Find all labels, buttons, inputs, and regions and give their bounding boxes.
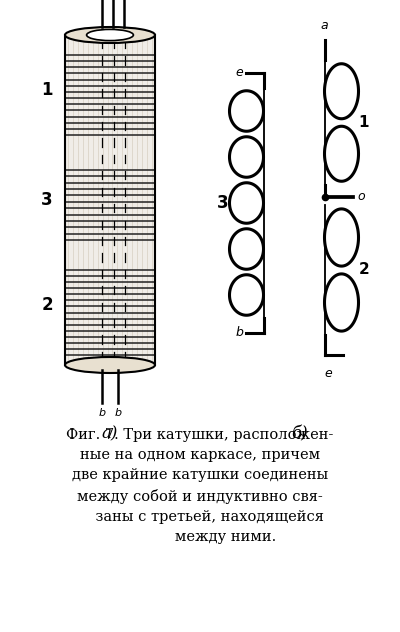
Text: e: e — [325, 367, 332, 380]
Text: 1: 1 — [41, 81, 53, 99]
Text: e: e — [236, 66, 243, 80]
Text: 3: 3 — [217, 194, 229, 212]
Text: 2: 2 — [359, 262, 369, 277]
Ellipse shape — [65, 357, 155, 373]
Text: b: b — [236, 327, 244, 339]
Text: б): б) — [292, 425, 308, 442]
Text: 1: 1 — [359, 115, 369, 130]
Bar — [65, 35, 155, 365]
Text: 2: 2 — [41, 296, 53, 314]
Ellipse shape — [86, 30, 134, 40]
Text: Фиг. 7. Три катушки, расположен-
ные на одном каркасе, причем
две крайние катушк: Фиг. 7. Три катушки, расположен- ные на … — [66, 428, 334, 544]
Text: 3: 3 — [41, 191, 53, 209]
Text: а): а) — [102, 425, 118, 442]
Text: o: o — [358, 190, 365, 204]
Ellipse shape — [65, 27, 155, 43]
Text: b: b — [114, 408, 122, 418]
Text: a: a — [321, 19, 328, 32]
Text: b: b — [98, 408, 106, 418]
